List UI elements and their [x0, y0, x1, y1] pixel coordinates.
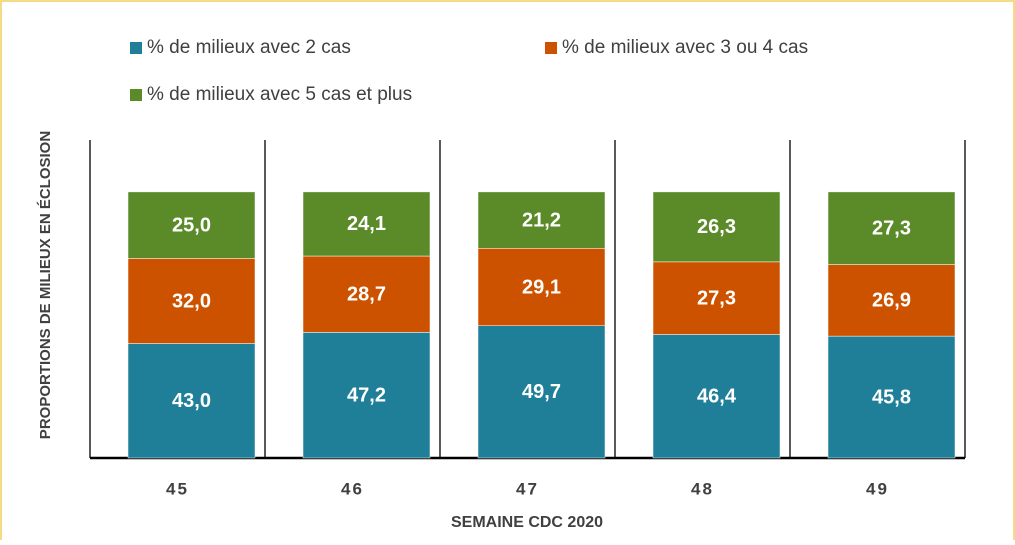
- data-label: 46,4: [697, 386, 737, 408]
- x-tick-label: 46: [341, 479, 364, 498]
- data-label: 26,3: [697, 216, 736, 238]
- data-label: 24,1: [347, 213, 386, 235]
- x-axis-label: SEMAINE CDC 2020: [451, 514, 603, 531]
- bar-segment: [827, 191, 956, 265]
- bar-segment: [652, 191, 781, 263]
- data-label: 45,8: [872, 386, 911, 408]
- bar-segment: [302, 255, 431, 333]
- bar-segment: [652, 261, 781, 335]
- legend-swatch: [130, 89, 142, 101]
- legend-swatch: [130, 42, 142, 54]
- data-label: 28,7: [347, 283, 386, 305]
- legend-swatch: [545, 42, 557, 54]
- legend-label: % de milieux avec 5 cas et plus: [147, 84, 412, 105]
- data-label: 25,0: [172, 214, 211, 236]
- data-label: 26,9: [872, 290, 911, 312]
- legend-label: % de milieux avec 2 cas: [147, 37, 351, 58]
- data-label: 27,3: [872, 217, 911, 239]
- y-axis-label: PROPORTIONS DE MILIEUX EN ÉCLOSION: [37, 131, 54, 439]
- bar-segment: [302, 191, 431, 257]
- data-label: 32,0: [172, 290, 211, 312]
- x-tick-label: 48: [691, 479, 714, 498]
- data-label: 29,1: [522, 276, 561, 298]
- bar-segment: [127, 191, 256, 259]
- bar-segment: [127, 258, 256, 344]
- x-tick-label: 45: [166, 479, 189, 498]
- data-label: 47,2: [347, 384, 386, 406]
- data-label: 49,7: [522, 381, 561, 403]
- legend-label: % de milieux avec 3 ou 4 cas: [562, 37, 808, 58]
- bar-segment: [127, 343, 256, 459]
- data-label: 43,0: [172, 390, 211, 412]
- bar-segment: [302, 332, 431, 459]
- bar-segment: [827, 335, 956, 459]
- data-label: 27,3: [697, 287, 736, 309]
- data-label: 21,2: [522, 209, 561, 231]
- bar-segment: [652, 334, 781, 459]
- bar-segment: [477, 248, 606, 326]
- bar-segment: [827, 264, 956, 337]
- x-tick-label: 47: [516, 479, 539, 498]
- x-tick-label: 49: [866, 479, 889, 498]
- bar-segment: [477, 191, 606, 249]
